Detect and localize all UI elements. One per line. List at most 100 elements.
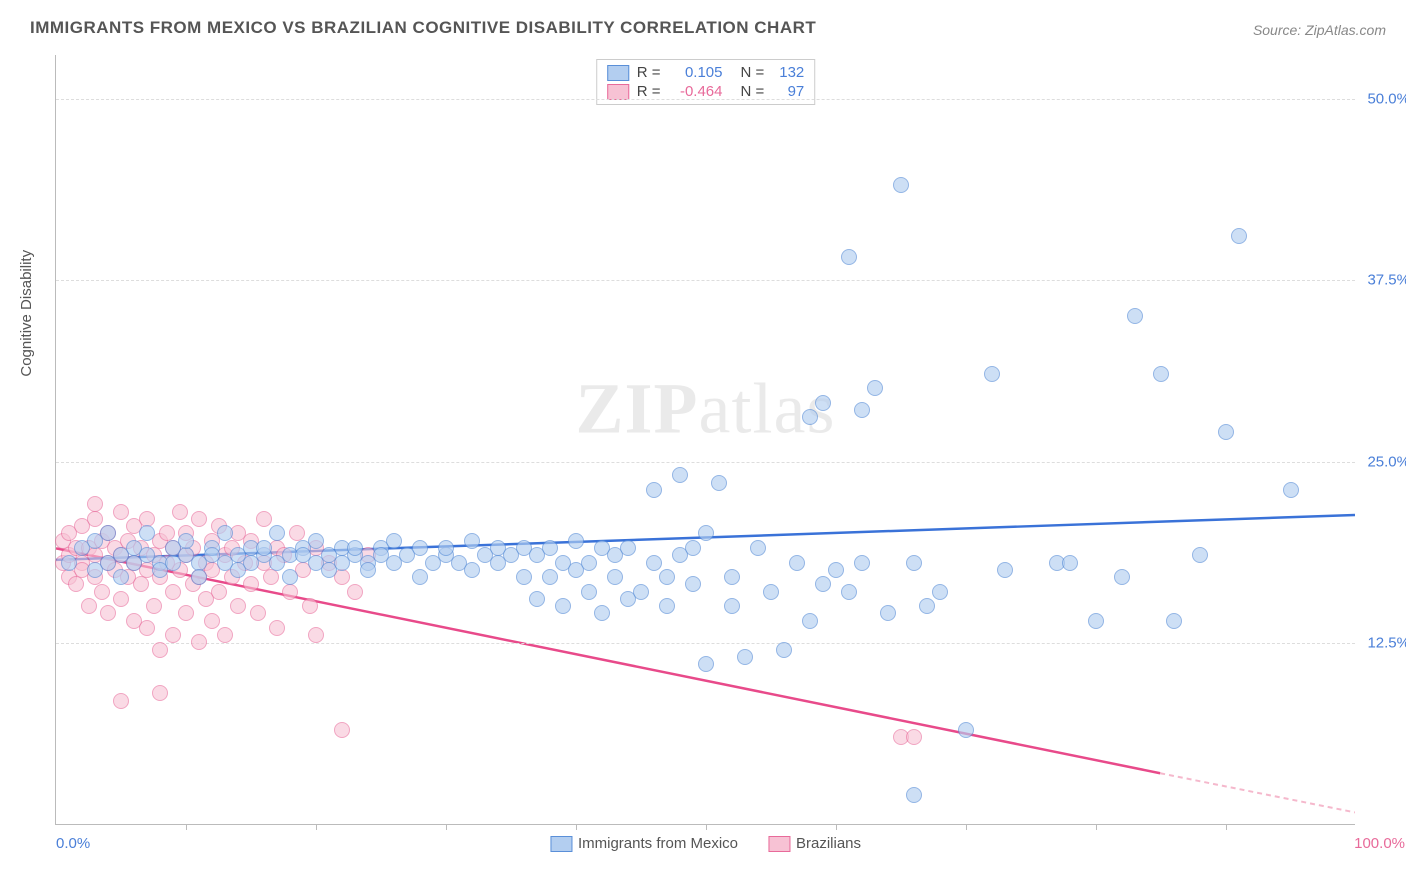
mexico-point xyxy=(685,540,701,556)
r-label: R = xyxy=(637,83,661,100)
gridline xyxy=(56,643,1355,644)
x-tick xyxy=(706,824,707,830)
r-value: 0.105 xyxy=(669,64,723,81)
mexico-point xyxy=(542,540,558,556)
mexico-point xyxy=(620,540,636,556)
mexico-point xyxy=(529,591,545,607)
mexico-point xyxy=(932,584,948,600)
mexico-point xyxy=(802,613,818,629)
mexico-point xyxy=(698,656,714,672)
mexico-point xyxy=(646,482,662,498)
legend-series-item: Brazilians xyxy=(768,835,861,852)
watermark: ZIPatlas xyxy=(576,367,836,450)
brazil-point xyxy=(334,722,350,738)
brazil-point xyxy=(87,496,103,512)
mexico-point xyxy=(360,562,376,578)
x-tick xyxy=(836,824,837,830)
gridline xyxy=(56,462,1355,463)
mexico-point xyxy=(1283,482,1299,498)
brazil-point xyxy=(191,511,207,527)
brazil-point xyxy=(256,511,272,527)
mexico-point xyxy=(789,555,805,571)
trend-line xyxy=(1160,773,1355,812)
watermark-bold: ZIP xyxy=(576,368,699,448)
brazil-point xyxy=(152,642,168,658)
brazil-point xyxy=(152,685,168,701)
mexico-point xyxy=(724,598,740,614)
legend-series-label: Brazilians xyxy=(796,835,861,852)
mexico-point xyxy=(698,525,714,541)
legend-correlation-row: R =-0.464N =97 xyxy=(607,83,805,100)
mexico-point xyxy=(139,525,155,541)
legend-series-label: Immigrants from Mexico xyxy=(578,835,738,852)
brazil-point xyxy=(263,569,279,585)
legend-swatch xyxy=(768,836,790,852)
mexico-point xyxy=(893,177,909,193)
mexico-point xyxy=(412,540,428,556)
mexico-point xyxy=(841,584,857,600)
legend-swatch xyxy=(550,836,572,852)
brazil-point xyxy=(113,693,129,709)
mexico-point xyxy=(1088,613,1104,629)
mexico-point xyxy=(776,642,792,658)
mexico-point xyxy=(178,533,194,549)
y-axis-title: Cognitive Disability xyxy=(18,250,35,377)
brazil-point xyxy=(217,627,233,643)
x-tick xyxy=(1096,824,1097,830)
x-tick xyxy=(446,824,447,830)
mexico-point xyxy=(1062,555,1078,571)
watermark-light: atlas xyxy=(699,368,836,448)
brazil-point xyxy=(113,504,129,520)
legend-swatch xyxy=(607,84,629,100)
legend-series-item: Immigrants from Mexico xyxy=(550,835,738,852)
mexico-point xyxy=(256,540,272,556)
brazil-point xyxy=(165,584,181,600)
brazil-point xyxy=(302,598,318,614)
brazil-point xyxy=(139,620,155,636)
brazil-point xyxy=(113,591,129,607)
mexico-point xyxy=(828,562,844,578)
n-value: 97 xyxy=(772,83,804,100)
n-value: 132 xyxy=(772,64,804,81)
brazil-point xyxy=(133,576,149,592)
mexico-point xyxy=(269,525,285,541)
mexico-point xyxy=(867,380,883,396)
brazil-point xyxy=(230,598,246,614)
brazil-point xyxy=(282,584,298,600)
y-tick-label: 25.0% xyxy=(1360,453,1406,470)
mexico-point xyxy=(815,576,831,592)
legend-series: Immigrants from Mexico Brazilians xyxy=(550,835,861,852)
legend-correlation-row: R =0.105N =132 xyxy=(607,64,805,81)
mexico-point xyxy=(1231,228,1247,244)
brazil-point xyxy=(243,576,259,592)
mexico-point xyxy=(841,249,857,265)
brazil-point xyxy=(146,598,162,614)
mexico-point xyxy=(997,562,1013,578)
y-tick-label: 50.0% xyxy=(1360,90,1406,107)
mexico-point xyxy=(763,584,779,600)
mexico-point xyxy=(880,605,896,621)
mexico-point xyxy=(308,533,324,549)
mexico-point xyxy=(594,605,610,621)
brazil-point xyxy=(211,584,227,600)
mexico-point xyxy=(464,533,480,549)
brazil-point xyxy=(172,504,188,520)
mexico-point xyxy=(568,533,584,549)
mexico-point xyxy=(113,569,129,585)
plot-area: ZIPatlas R =0.105N =132R =-0.464N =97 0.… xyxy=(55,55,1355,825)
mexico-point xyxy=(737,649,753,665)
mexico-point xyxy=(854,555,870,571)
mexico-point xyxy=(555,598,571,614)
brazil-point xyxy=(347,584,363,600)
mexico-point xyxy=(282,569,298,585)
mexico-point xyxy=(906,555,922,571)
mexico-point xyxy=(438,540,454,556)
brazil-point xyxy=(100,605,116,621)
mexico-point xyxy=(906,787,922,803)
brazil-point xyxy=(308,627,324,643)
mexico-point xyxy=(802,409,818,425)
n-label: N = xyxy=(741,64,765,81)
r-value: -0.464 xyxy=(669,83,723,100)
mexico-point xyxy=(217,525,233,541)
mexico-point xyxy=(854,402,870,418)
